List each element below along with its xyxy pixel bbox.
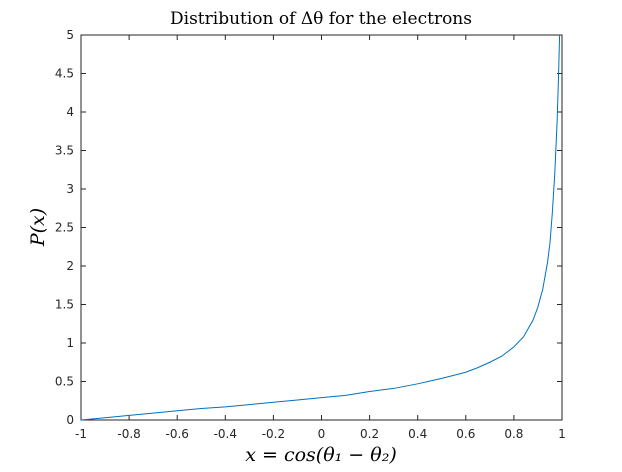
y-tick-label: 4.5 (55, 67, 74, 81)
x-tick-label: 1 (558, 427, 566, 441)
x-axis-label: x = cos(θ₁ − θ₂) (245, 444, 396, 466)
x-tick-label: -0.2 (262, 427, 285, 441)
y-tick-label: 2 (66, 259, 74, 273)
y-tick-label: 1 (66, 336, 74, 350)
y-tick-label: 2.5 (55, 221, 74, 235)
y-tick-label: 1.5 (55, 298, 74, 312)
x-tick-label: -0.4 (214, 427, 237, 441)
y-tick-label: 4 (66, 105, 74, 119)
series-line (80, 34, 561, 421)
chart-title: Distribution of Δθ for the electrons (170, 9, 472, 29)
x-tick-label: -1 (75, 427, 87, 441)
x-tick-label: 0.2 (360, 427, 379, 441)
x-axis-ticks: -1 -0.8 -0.6 -0.4 -0.2 0 0.2 0.4 0.6 0.8 1 (75, 35, 566, 441)
y-tick-label: 5 (66, 28, 74, 42)
y-tick-label: 0.5 (55, 375, 74, 389)
y-axis-label: P(x) (27, 208, 49, 247)
x-tick-label: 0.6 (456, 427, 475, 441)
y-tick-label: 0 (66, 413, 74, 427)
x-tick-label: 0.8 (504, 427, 523, 441)
x-tick-label: 0 (318, 427, 326, 441)
y-tick-label: 3 (66, 182, 74, 196)
x-tick-label: -0.6 (165, 427, 188, 441)
x-tick-label: -0.8 (117, 427, 140, 441)
y-axis-ticks: 0 0.5 1 1.5 2 2.5 3 3.5 4 4.5 5 (55, 28, 562, 427)
x-tick-label: 0.4 (408, 427, 427, 441)
y-tick-label: 3.5 (55, 144, 74, 158)
